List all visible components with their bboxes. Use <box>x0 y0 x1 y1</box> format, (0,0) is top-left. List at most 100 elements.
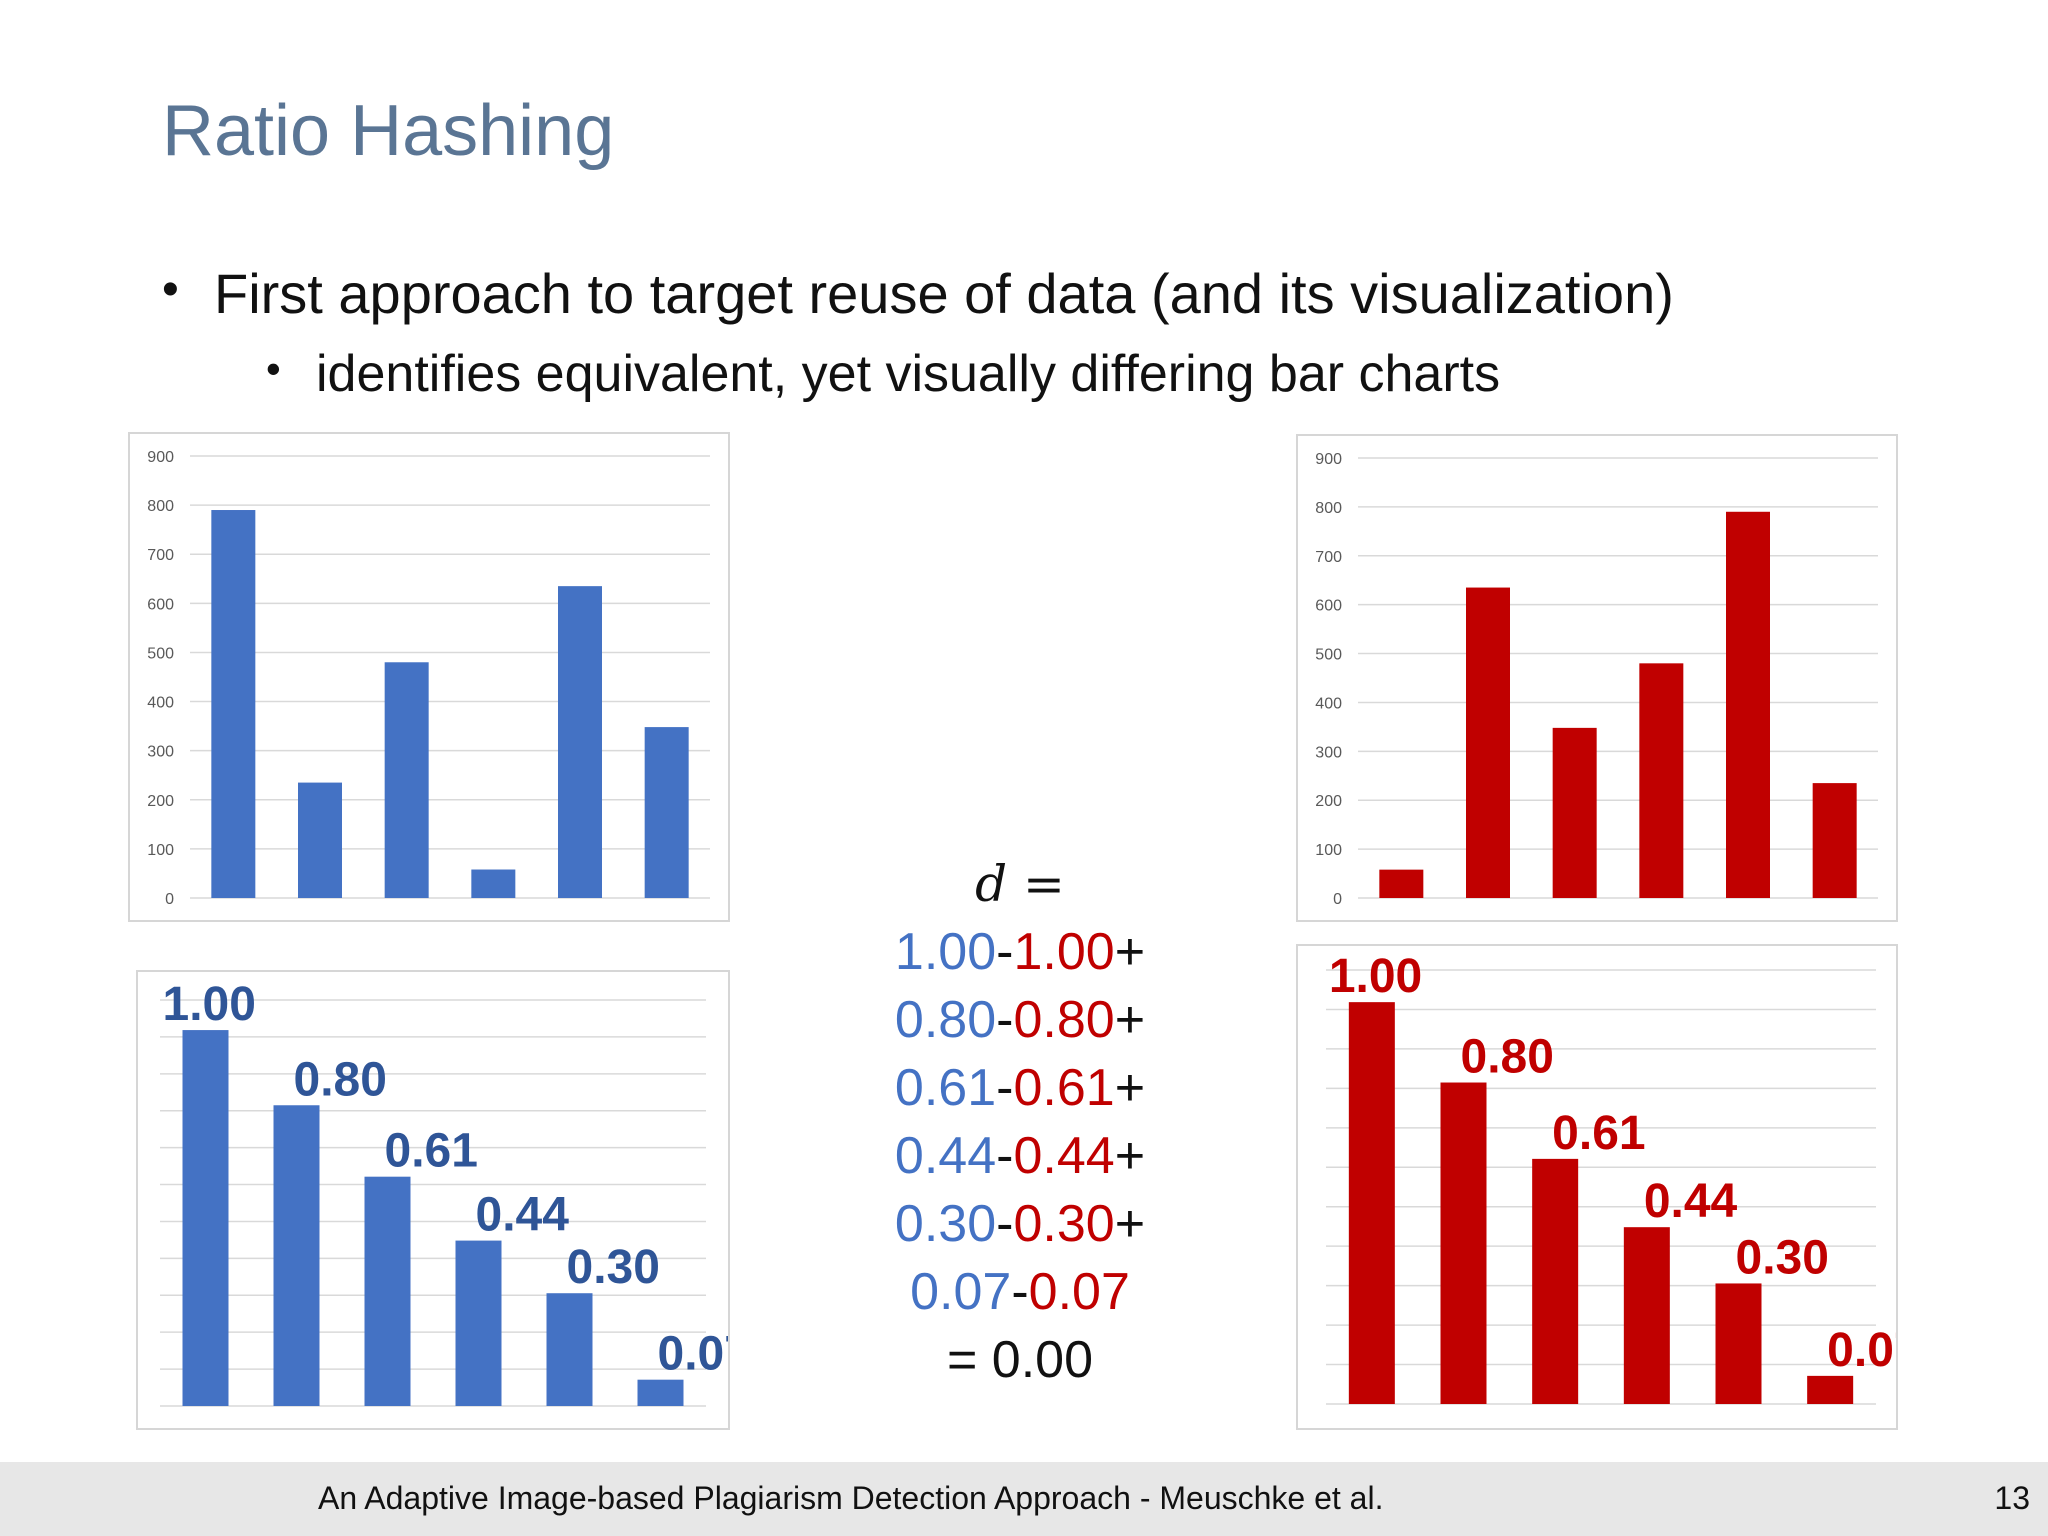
term-blue-value: 0.30 <box>894 1195 997 1253</box>
y-tick-label: 400 <box>1315 695 1342 712</box>
y-tick-label: 800 <box>1315 500 1342 517</box>
y-tick-label: 100 <box>1315 842 1342 859</box>
term-blue-value: 0.80 <box>894 991 997 1049</box>
bar <box>1623 1227 1670 1404</box>
term-minus: - <box>996 1195 1014 1253</box>
bar <box>1348 1002 1395 1404</box>
formula-term: 0.61-0.61+ <box>860 1054 1180 1122</box>
term-plus: + <box>1114 1059 1146 1117</box>
term-red-value: 0.80 <box>1013 991 1115 1049</box>
term-blue-value: 0.07 <box>910 1263 1012 1321</box>
data-label: 0.30 <box>1736 1231 1829 1284</box>
slide-title: Ratio Hashing <box>162 91 615 171</box>
bar <box>1639 663 1684 898</box>
data-label: 1.00 <box>1329 950 1422 1003</box>
y-tick-label: 700 <box>147 547 174 564</box>
data-label: 0.30 <box>567 1241 660 1294</box>
bar <box>637 1379 684 1406</box>
y-tick-label: 500 <box>1315 647 1342 664</box>
bar <box>455 1240 502 1406</box>
y-tick-label: 200 <box>147 793 174 810</box>
chart-red-normalized: 1.00 0.80 0.61 0.440.30 0.07 <box>1296 944 1898 1430</box>
term-red-value: 1.00 <box>1013 923 1115 981</box>
term-minus: - <box>996 923 1014 981</box>
term-red-value: 0.44 <box>1013 1127 1115 1185</box>
bar <box>644 727 689 898</box>
y-tick-label: 900 <box>147 449 174 466</box>
formula-result: = 0.00 <box>946 1331 1094 1389</box>
bar <box>1440 1082 1487 1404</box>
data-label: 0.44 <box>1644 1175 1738 1228</box>
term-blue-value: 1.00 <box>894 923 997 981</box>
bar <box>273 1105 320 1406</box>
bar <box>1715 1283 1762 1404</box>
term-minus: - <box>1011 1263 1029 1321</box>
chart-red-original: 0 100 200 300 400 500 600 700 800 900 <box>1296 434 1898 922</box>
term-blue-value: 0.44 <box>894 1127 997 1185</box>
data-label: 0.44 <box>476 1189 570 1242</box>
formula-term: 1.00-1.00+ <box>860 918 1180 986</box>
bar <box>364 1176 411 1406</box>
term-plus: + <box>1114 923 1146 981</box>
page-number: 13 <box>1994 1480 2030 1516</box>
term-minus: - <box>996 1127 1014 1185</box>
bar <box>384 662 429 898</box>
term-red-value: 0.61 <box>1013 1059 1115 1117</box>
y-tick-label: 700 <box>1315 549 1342 566</box>
bar <box>1726 511 1770 898</box>
y-tick-label: 100 <box>147 842 174 859</box>
footer-citation: An Adaptive Image-based Plagiarism Detec… <box>318 1480 1384 1516</box>
y-tick-label: 200 <box>1315 793 1342 810</box>
bullet-main: • First approach to target reuse of data… <box>162 266 1674 322</box>
y-tick-label: 300 <box>1315 744 1342 761</box>
data-label: 1.00 <box>163 978 256 1031</box>
data-label: 0.07 <box>1827 1324 1896 1377</box>
y-tick-label: 600 <box>1315 598 1342 615</box>
bar <box>182 1030 229 1406</box>
y-tick-label: 500 <box>147 645 174 662</box>
chart-blue-normalized: 1.00 0.80 0.61 0.440.30 0.07 <box>136 970 730 1430</box>
data-label: 0.07 <box>658 1328 729 1381</box>
y-tick-label: 0 <box>1333 891 1342 908</box>
chart-blue-original-svg: 0 100 200 300 400 500 600 700 800 900 <box>147 449 710 908</box>
y-tick-label: 900 <box>1315 451 1342 468</box>
bar <box>471 869 516 898</box>
bar <box>1552 727 1597 898</box>
y-tick-label: 400 <box>147 695 174 712</box>
y-tick-label: 300 <box>147 744 174 761</box>
bullet-dot-icon: • <box>266 345 281 392</box>
formula-term: 0.30-0.30+ <box>860 1190 1180 1258</box>
bar <box>1812 783 1857 898</box>
bar <box>1532 1158 1579 1404</box>
data-label: 0.80 <box>1461 1031 1554 1084</box>
bar <box>1379 869 1424 898</box>
term-minus: - <box>996 1059 1014 1117</box>
term-red-value: 0.07 <box>1028 1263 1130 1321</box>
formula-d-line: d = <box>860 850 1180 918</box>
formula-term: 0.80-0.80+ <box>860 986 1180 1054</box>
formula-term: 0.44-0.44+ <box>860 1122 1180 1190</box>
bullet-dot-icon: • <box>162 263 179 316</box>
term-red-value: 0.30 <box>1013 1195 1115 1253</box>
formula-d-symbol: d <box>975 855 1008 913</box>
data-label: 0.80 <box>294 1053 387 1106</box>
bar <box>298 782 342 898</box>
bar <box>211 510 256 898</box>
chart-red-original-svg: 0 100 200 300 400 500 600 700 800 900 <box>1315 451 1878 908</box>
bullet-main-text: First approach to target reuse of data (… <box>214 262 1674 325</box>
formula-term: 0.07-0.07 <box>860 1258 1180 1326</box>
term-plus: + <box>1114 1127 1146 1185</box>
slide-footer: An Adaptive Image-based Plagiarism Detec… <box>0 1462 2048 1536</box>
bullet-sub: • identifies equivalent, yet visually di… <box>266 348 1500 401</box>
y-tick-label: 0 <box>165 891 174 908</box>
chart-blue-original: 0 100 200 300 400 500 600 700 800 900 <box>128 432 730 922</box>
bar <box>558 586 602 898</box>
bar <box>1466 587 1510 898</box>
formula-d-equals: = <box>1023 855 1065 913</box>
term-plus: + <box>1114 991 1146 1049</box>
bar <box>546 1293 593 1406</box>
term-plus: + <box>1114 1195 1146 1253</box>
y-tick-label: 800 <box>147 498 174 515</box>
chart-red-normalized-svg: 1.00 0.80 0.61 0.440.30 0.07 <box>1326 950 1896 1405</box>
term-blue-value: 0.61 <box>894 1059 997 1117</box>
